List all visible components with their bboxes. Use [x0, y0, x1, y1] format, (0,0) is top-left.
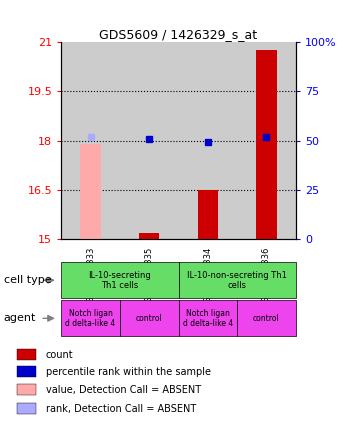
Bar: [256, 50, 277, 239]
Text: agent: agent: [4, 313, 36, 323]
Text: control: control: [253, 314, 280, 323]
Bar: [197, 190, 218, 239]
Text: control: control: [136, 314, 162, 323]
Bar: [17, 403, 36, 414]
Bar: [237, 300, 296, 336]
Bar: [61, 300, 120, 336]
Text: percentile rank within the sample: percentile rank within the sample: [46, 367, 211, 377]
Bar: [120, 300, 178, 336]
Bar: [178, 300, 237, 336]
Title: GDS5609 / 1426329_s_at: GDS5609 / 1426329_s_at: [99, 28, 258, 41]
Bar: [237, 42, 296, 239]
Bar: [61, 262, 178, 298]
Text: value, Detection Call = ABSENT: value, Detection Call = ABSENT: [46, 385, 201, 395]
Bar: [17, 349, 36, 360]
Text: IL-10-non-secreting Th1
cells: IL-10-non-secreting Th1 cells: [187, 271, 287, 290]
Bar: [17, 366, 36, 377]
Bar: [139, 233, 160, 239]
Text: IL-10-secreting
Th1 cells: IL-10-secreting Th1 cells: [89, 271, 151, 290]
Bar: [178, 262, 296, 298]
Text: rank, Detection Call = ABSENT: rank, Detection Call = ABSENT: [46, 404, 196, 414]
Bar: [61, 42, 120, 239]
Bar: [17, 385, 36, 395]
Bar: [178, 42, 237, 239]
Bar: [80, 144, 101, 239]
Text: Notch ligan
d delta-like 4: Notch ligan d delta-like 4: [183, 309, 233, 328]
Bar: [120, 42, 178, 239]
Text: Notch ligan
d delta-like 4: Notch ligan d delta-like 4: [65, 309, 116, 328]
Text: count: count: [46, 349, 73, 360]
Text: cell type: cell type: [4, 275, 51, 285]
